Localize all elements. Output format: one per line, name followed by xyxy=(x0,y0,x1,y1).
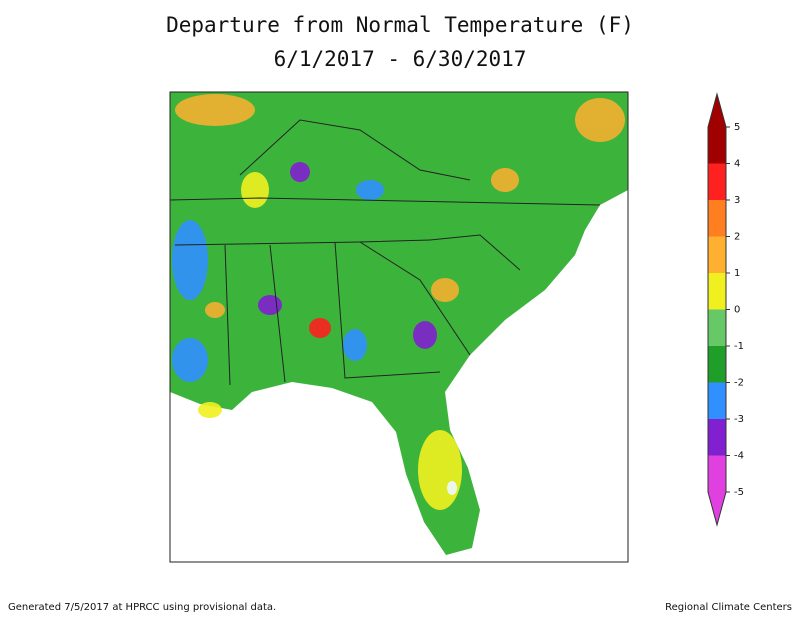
colorbar-segment xyxy=(708,163,726,200)
colorbar-segment xyxy=(708,127,726,164)
colorbar-top-arrow xyxy=(708,94,726,127)
colorbar-segment xyxy=(708,273,726,310)
colorbar-tick-label: 5 xyxy=(734,122,740,133)
footer-right: Regional Climate Centers xyxy=(665,602,792,613)
map-subtitle: 6/1/2017 - 6/30/2017 xyxy=(274,47,527,71)
colorbar-bottom-arrow xyxy=(708,492,726,525)
colorbar-tick-label: -2 xyxy=(734,378,744,389)
land xyxy=(170,92,628,555)
state-borders xyxy=(169,119,601,386)
map-frame xyxy=(169,91,629,563)
footer-left: Generated 7/5/2017 at HPRCC using provis… xyxy=(8,602,276,613)
colorbar-tick-label: -1 xyxy=(734,341,744,352)
colorbar-segment xyxy=(708,309,726,346)
colorbar-tick-label: 1 xyxy=(734,268,740,279)
colorbar-segment xyxy=(708,236,726,273)
colorbar-segment xyxy=(708,419,726,456)
colorbar-tick-label: -5 xyxy=(734,487,744,498)
colorbar-tick-label: 4 xyxy=(734,159,740,170)
colorbar-segment xyxy=(708,382,726,419)
colorbar-tick-label: -3 xyxy=(734,414,744,425)
colorbar-tick-label: 3 xyxy=(734,195,740,206)
colorbar-tick-label: 0 xyxy=(734,305,740,316)
colorbar-tick-label: 2 xyxy=(734,232,740,243)
colorbar-tick-label: -4 xyxy=(734,451,744,462)
colorbar-segment xyxy=(708,455,726,492)
colorbar: 5 4 3 2 1 0 -1 -2 -3 -4 -5 xyxy=(707,92,744,527)
colorbar-segment xyxy=(708,200,726,237)
anomaly-patches xyxy=(172,94,625,510)
map xyxy=(169,91,629,563)
colorbar-segment xyxy=(708,346,726,383)
map-title: Departure from Normal Temperature (F) xyxy=(166,13,634,37)
